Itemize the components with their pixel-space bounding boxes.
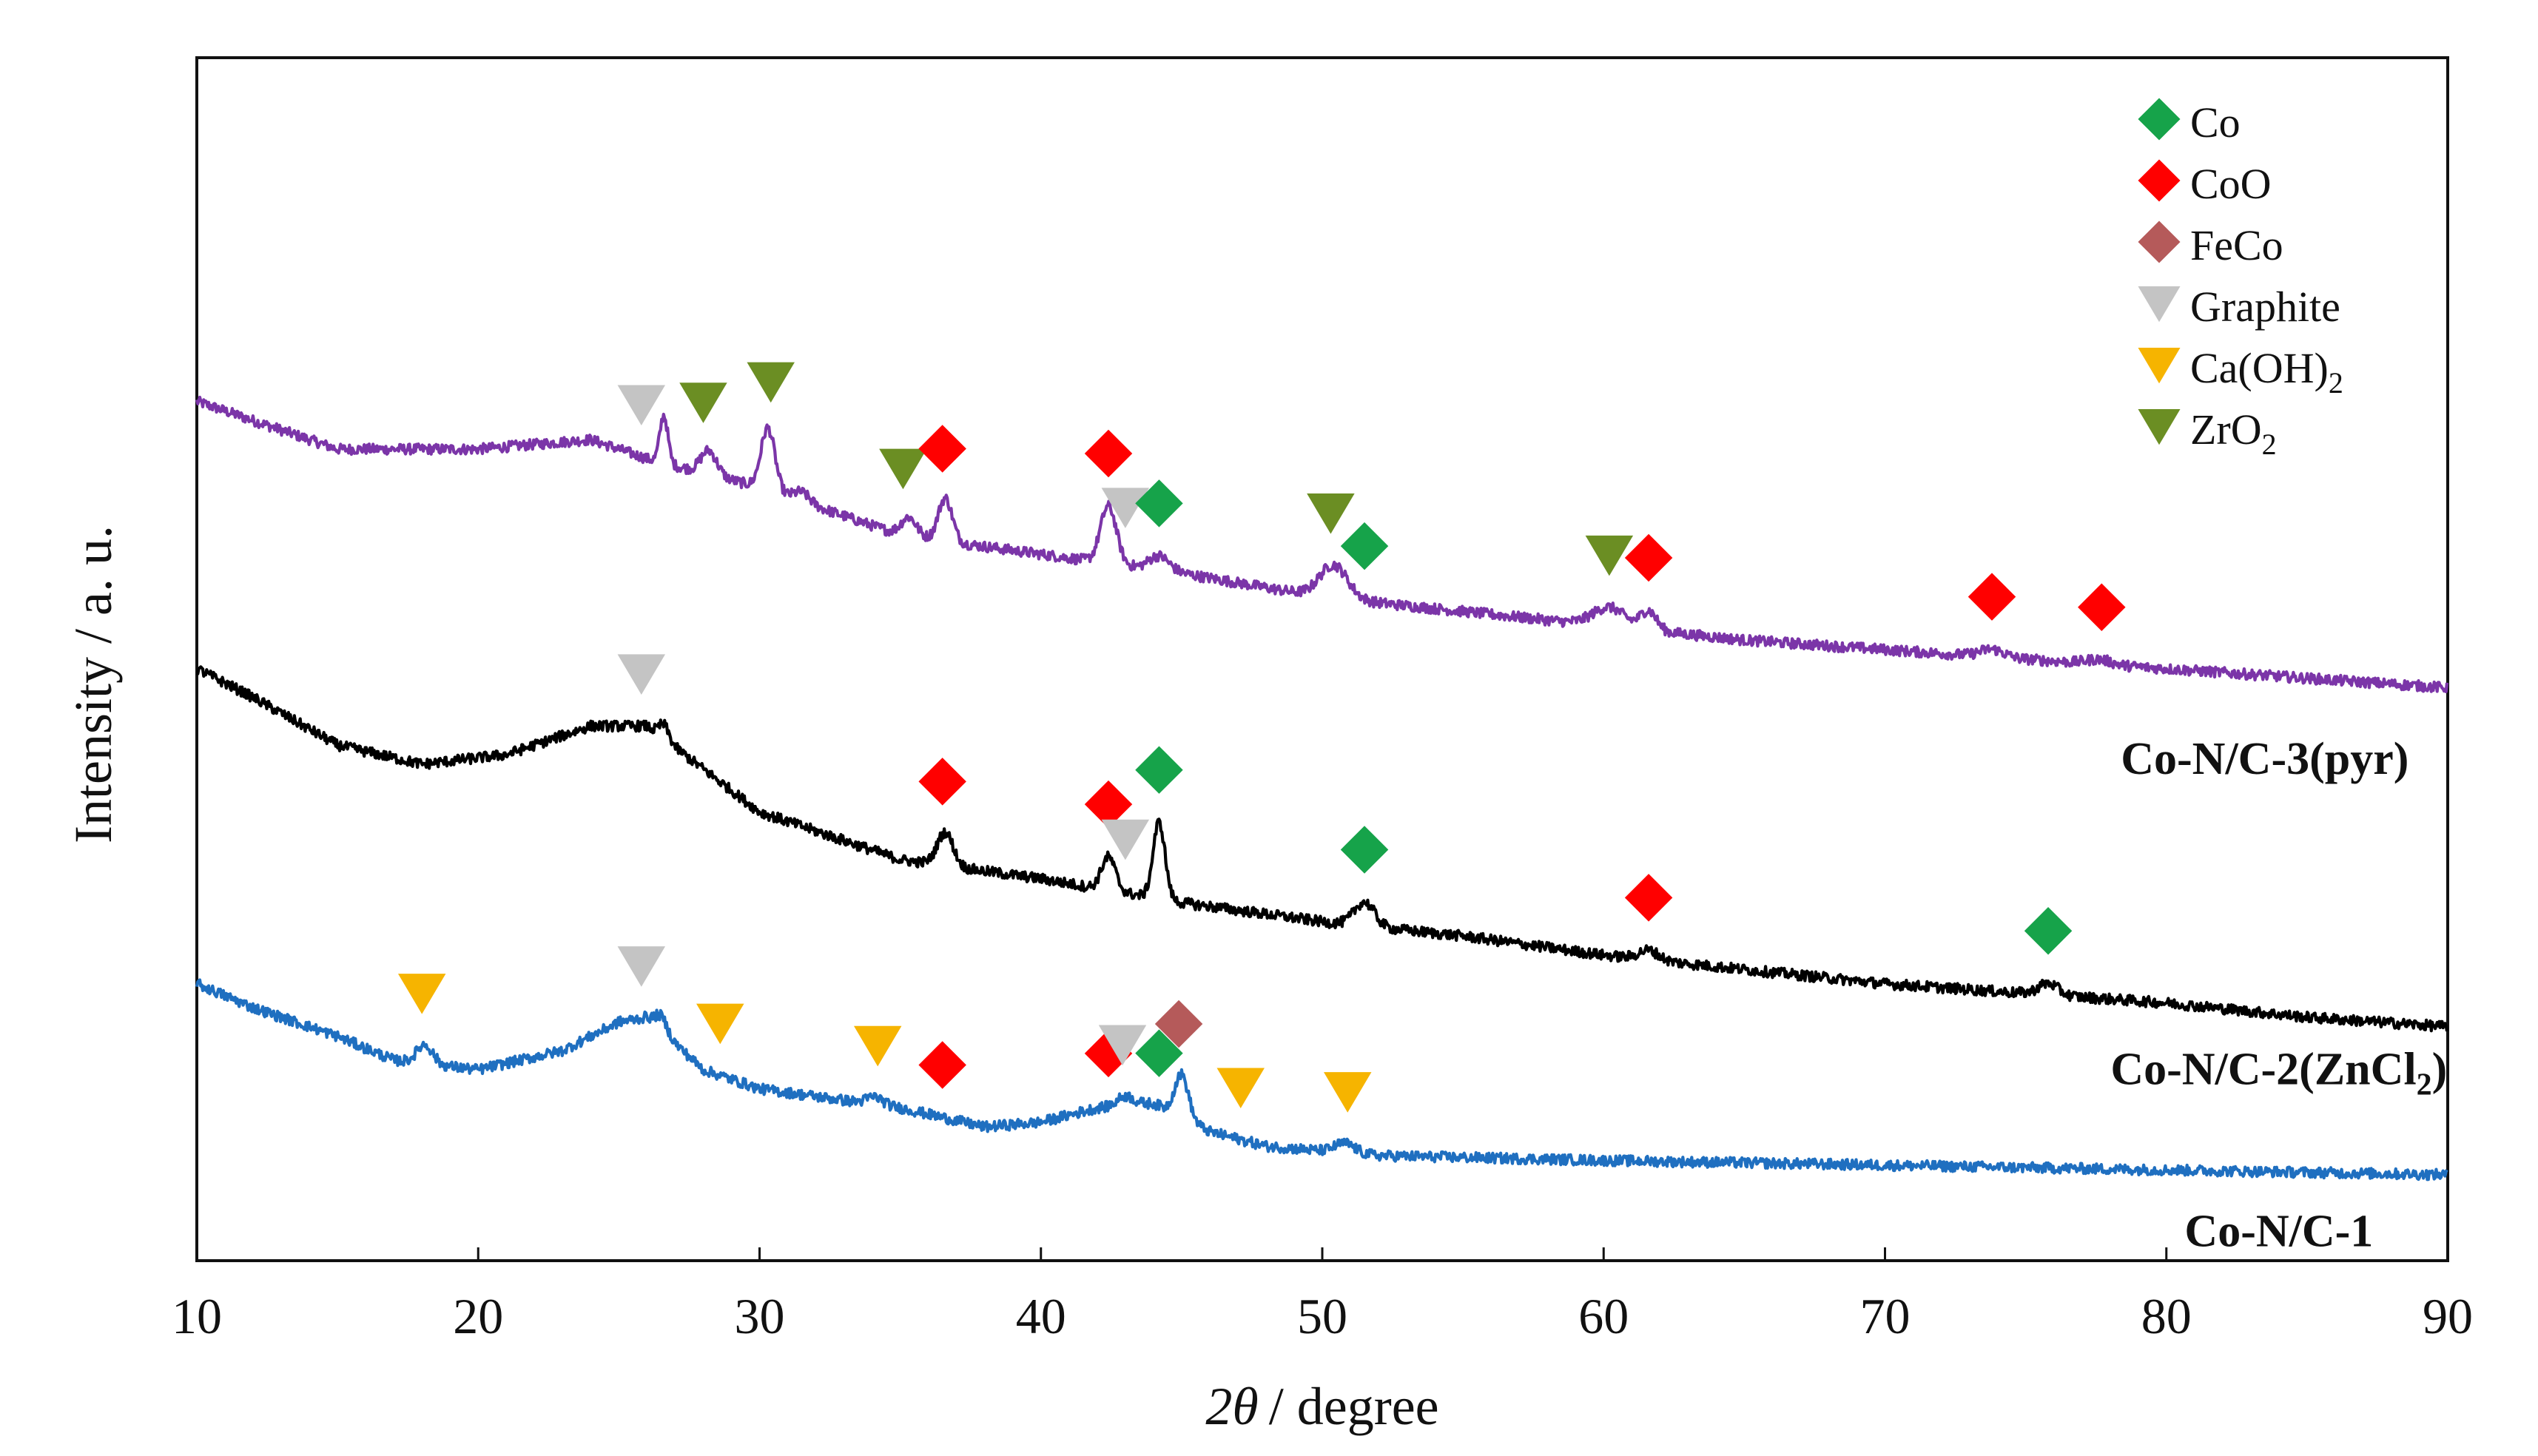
- zro2-marker: [679, 382, 727, 423]
- ca-oh2-legend-symbol: [2138, 348, 2181, 384]
- legend-label-main: Ca(OH): [2190, 344, 2329, 392]
- legend-label-main: CoO: [2190, 160, 2272, 208]
- zro2-marker: [879, 448, 927, 490]
- graphite-marker: [1098, 1025, 1147, 1066]
- x-tick-label: 30: [735, 1288, 785, 1344]
- series-line-1: [195, 395, 2449, 693]
- feco-marker: [1154, 1000, 1203, 1048]
- graphite-legend-symbol: [2138, 286, 2181, 323]
- legend-label-main: Graphite: [2190, 283, 2340, 331]
- x-tick-label: 80: [2141, 1288, 2192, 1344]
- zro2-legend-symbol: [2138, 409, 2181, 445]
- co-marker: [2024, 907, 2073, 955]
- sample-label-tail: ): [2432, 1044, 2448, 1094]
- sample-label-group: Co-N/C-3(pyr) Co-N/C-2(ZnCl2) Co-N/C-1: [2110, 734, 2447, 1257]
- x-tick-label: 70: [1860, 1288, 1911, 1344]
- graphite-marker: [617, 654, 666, 695]
- coo-marker: [1624, 874, 1673, 922]
- legend-label-main: Co: [2190, 98, 2241, 146]
- legend-label: CoO: [2190, 160, 2272, 208]
- ca-oh-2-marker: [696, 1003, 744, 1045]
- sample-label: Co-N/C-1: [2184, 1207, 2373, 1257]
- co-marker: [1135, 746, 1183, 794]
- x-tick-label: 20: [453, 1288, 503, 1344]
- co-legend-symbol: [2138, 98, 2181, 141]
- graphite-marker: [1101, 488, 1150, 528]
- coo-marker: [918, 1041, 966, 1089]
- legend-label: Ca(OH)2: [2190, 344, 2343, 400]
- graphite-marker: [1101, 819, 1150, 860]
- zro2-marker: [1307, 493, 1355, 534]
- legend-label: ZrO2: [2190, 405, 2277, 461]
- y-axis-title: Intensity / a. u.: [64, 525, 123, 843]
- sample-label-sub: 2: [2417, 1068, 2432, 1102]
- sample-label-main: Co-N/C-3(pyr): [2121, 734, 2409, 784]
- co-marker: [1135, 1029, 1183, 1077]
- phase-marker-group: [397, 362, 2126, 1113]
- co-marker: [1340, 522, 1389, 570]
- x-axis-title-symbol: 2θ: [1205, 1377, 1258, 1436]
- series-line-3: [195, 978, 2448, 1182]
- series-group: [195, 395, 2449, 1182]
- x-tick-label: 40: [1016, 1288, 1066, 1344]
- series-line-2: [195, 665, 2449, 1033]
- coo-marker: [918, 425, 966, 473]
- ca-oh-2-marker: [1323, 1072, 1372, 1113]
- coo-legend-symbol: [2138, 159, 2181, 202]
- graphite-marker: [617, 385, 666, 426]
- ca-oh-2-marker: [1216, 1068, 1265, 1109]
- legend-label-sub: 2: [2329, 366, 2343, 400]
- feco-legend-symbol: [2138, 220, 2181, 263]
- coo-marker: [1084, 429, 1133, 478]
- coo-marker: [2078, 583, 2126, 631]
- zro2-marker: [747, 362, 795, 403]
- sample-label-main: Co-N/C-2(ZnCl: [2110, 1044, 2416, 1094]
- sample-label: Co-N/C-2(ZnCl2): [2110, 1044, 2447, 1102]
- legend-label-main: ZrO: [2190, 405, 2262, 454]
- legend-label-main: FeCo: [2190, 221, 2283, 269]
- legend-label: FeCo: [2190, 221, 2283, 269]
- ca-oh-2-marker: [853, 1025, 902, 1067]
- sample-label-main: Co-N/C-1: [2184, 1207, 2373, 1257]
- graphite-marker: [617, 946, 666, 987]
- coo-marker: [1624, 533, 1673, 582]
- x-axis-ticks: 10 20 30 40 50 60 70 80 90: [172, 1247, 2473, 1344]
- x-axis-title: 2θ / degree: [1205, 1377, 1438, 1436]
- ca-oh-2-marker: [397, 974, 446, 1014]
- co-marker: [1135, 479, 1183, 528]
- coo-marker: [1968, 573, 2016, 621]
- x-tick-label: 50: [1297, 1288, 1347, 1344]
- legend-label: Co: [2190, 98, 2241, 146]
- x-tick-label: 60: [1578, 1288, 1629, 1344]
- zro2-marker: [1585, 535, 1634, 576]
- x-axis-title-unit: / degree: [1269, 1377, 1439, 1436]
- co-marker: [1340, 826, 1389, 874]
- coo-marker: [1084, 780, 1133, 829]
- x-tick-label: 10: [172, 1288, 222, 1344]
- x-tick-label: 90: [2423, 1288, 2473, 1344]
- coo-marker: [918, 758, 966, 806]
- legend-label-sub: 2: [2262, 428, 2277, 461]
- sample-label: Co-N/C-3(pyr): [2121, 734, 2409, 784]
- legend-label: Graphite: [2190, 283, 2340, 331]
